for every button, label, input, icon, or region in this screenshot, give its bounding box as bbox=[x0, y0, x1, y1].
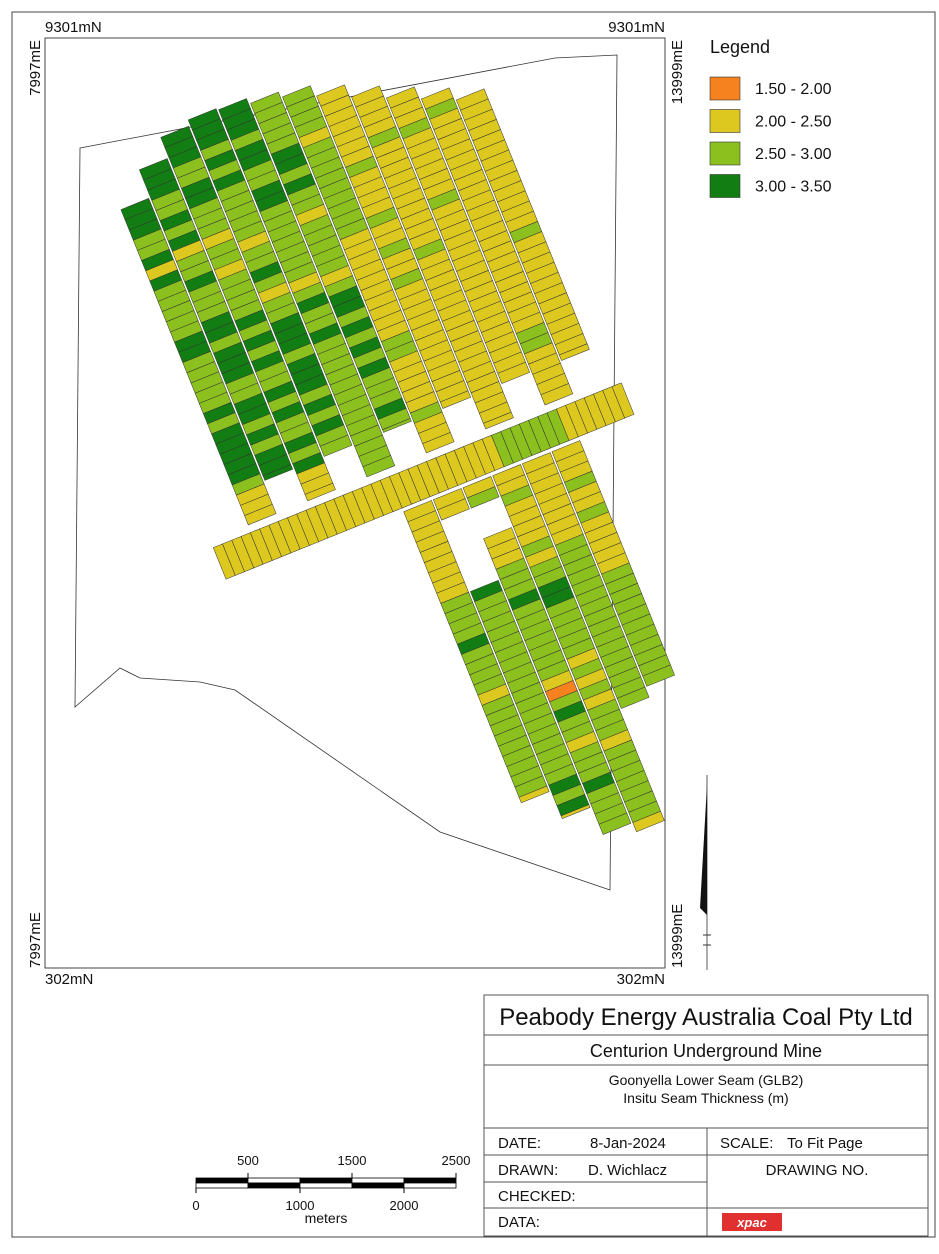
field-label: CHECKED: bbox=[498, 1188, 576, 1205]
panel bbox=[611, 382, 635, 419]
field-value: 8-Jan-2024 bbox=[590, 1135, 666, 1152]
panel bbox=[616, 686, 650, 709]
panel bbox=[632, 810, 665, 833]
coord-label: 7997mE bbox=[27, 40, 44, 96]
coord-label: 13999mE bbox=[669, 40, 686, 104]
mine-panels bbox=[120, 84, 675, 835]
map-frame bbox=[44, 37, 666, 969]
scale-segment bbox=[403, 1177, 457, 1184]
subject: Insitu Seam Thickness (m) bbox=[623, 1090, 788, 1106]
panel bbox=[518, 785, 550, 804]
legend-label: 3.00 - 3.50 bbox=[755, 179, 832, 196]
legend-title: Legend bbox=[710, 37, 770, 57]
legend-swatch bbox=[709, 76, 741, 101]
panel bbox=[558, 343, 590, 361]
scale-label: 0 bbox=[192, 1198, 199, 1213]
scale-segment bbox=[247, 1177, 301, 1184]
panel bbox=[439, 390, 472, 409]
scale-segment bbox=[351, 1182, 405, 1189]
scale-segment bbox=[195, 1177, 249, 1184]
lease-boundary bbox=[74, 54, 618, 891]
panel bbox=[642, 664, 675, 687]
coord-label: 7997mE bbox=[27, 912, 44, 968]
field-value: To Fit Page bbox=[787, 1135, 863, 1152]
logo: xpac bbox=[736, 1215, 767, 1230]
panel bbox=[422, 432, 455, 454]
scale-segment bbox=[195, 1182, 249, 1189]
panel bbox=[560, 804, 591, 819]
scale-segment bbox=[403, 1182, 457, 1189]
legend-swatch bbox=[709, 141, 741, 166]
field-label: DATA: bbox=[498, 1214, 540, 1231]
panel bbox=[382, 418, 412, 433]
panel bbox=[540, 383, 574, 406]
panel bbox=[362, 455, 396, 478]
scale-label: 2500 bbox=[442, 1153, 471, 1168]
north-arrow-head bbox=[700, 785, 707, 915]
legend-label: 1.50 - 2.00 bbox=[755, 81, 832, 98]
panel bbox=[244, 504, 277, 526]
title-block-border bbox=[483, 994, 929, 1237]
scale-segment bbox=[247, 1182, 301, 1189]
logo-box bbox=[722, 1213, 782, 1231]
scale-label: 1000 bbox=[286, 1198, 315, 1213]
company: Peabody Energy Australia Coal Pty Ltd bbox=[499, 1004, 913, 1031]
scale-label: 500 bbox=[237, 1153, 259, 1168]
seam: Goonyella Lower Seam (GLB2) bbox=[609, 1072, 804, 1088]
scale-segment bbox=[299, 1182, 353, 1189]
panel bbox=[466, 486, 500, 509]
scale-label: 2000 bbox=[390, 1198, 419, 1213]
field-label: SCALE: bbox=[720, 1135, 773, 1152]
legend-swatch bbox=[709, 174, 741, 198]
panel bbox=[483, 411, 514, 430]
scale-bar: 500 1500 2500 0 1000 2000 meters bbox=[192, 1153, 470, 1226]
panel bbox=[304, 482, 336, 502]
coord-label: 302mN bbox=[617, 971, 665, 988]
panel bbox=[598, 812, 632, 835]
panel bbox=[262, 464, 293, 481]
panel bbox=[437, 498, 470, 521]
north-arrow bbox=[700, 775, 711, 970]
title-block: Peabody Energy Australia Coal Pty Ltd Ce… bbox=[483, 994, 929, 1237]
coord-label: 9301mN bbox=[608, 19, 665, 36]
coord-label: 9301mN bbox=[45, 19, 102, 36]
legend-swatch bbox=[709, 109, 741, 133]
legend-label: 2.00 - 2.50 bbox=[755, 114, 832, 131]
scale-segment bbox=[351, 1177, 405, 1184]
scale-unit: meters bbox=[305, 1210, 348, 1226]
field-label: DATE: bbox=[498, 1135, 541, 1152]
mine-name: Centurion Underground Mine bbox=[590, 1041, 822, 1061]
panel bbox=[319, 434, 353, 457]
scale-segment bbox=[299, 1177, 353, 1184]
field-value: D. Wichlacz bbox=[588, 1162, 667, 1179]
scale-label: 1500 bbox=[338, 1153, 367, 1168]
panel bbox=[497, 361, 530, 384]
legend: 1.50 - 2.00 2.00 - 2.50 2.50 - 3.00 3.00 - … bbox=[709, 76, 832, 198]
coord-label: 302mN bbox=[45, 971, 93, 988]
field-label: DRAWN: bbox=[498, 1162, 558, 1179]
coord-label: 13999mE bbox=[669, 904, 686, 968]
field-label: DRAWING NO. bbox=[766, 1162, 869, 1179]
sheet-border bbox=[11, 11, 936, 1238]
legend-label: 2.50 - 3.00 bbox=[755, 146, 832, 163]
